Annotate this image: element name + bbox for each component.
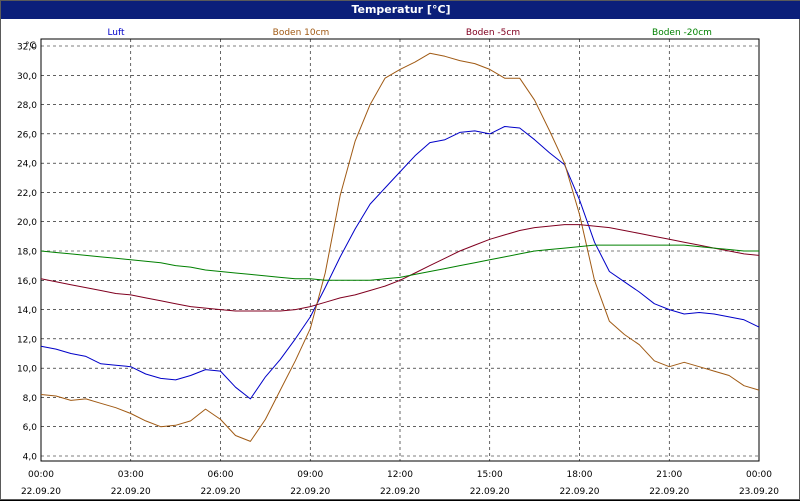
- x-tick-date: 22.09.20: [21, 487, 61, 497]
- x-tick-date: 22.09.20: [649, 487, 689, 497]
- series-line-4: [40, 244, 759, 281]
- x-tick-date: 22.09.20: [200, 487, 240, 497]
- x-tick-time: 00:00: [746, 470, 772, 480]
- plot-frame: [40, 38, 760, 462]
- legend: Luft Boden 10cm Boden -5cm Boden -20cm: [107, 28, 712, 38]
- series-line-1: [40, 126, 760, 400]
- y-tick-label: 10,0: [17, 365, 37, 375]
- x-tick-time: 09:00: [297, 470, 323, 480]
- x-tick-date: 22.09.20: [290, 487, 330, 497]
- series-line-2: [40, 52, 760, 442]
- x-tick-date: 23.09.20: [739, 487, 779, 497]
- series-line-3: [40, 224, 760, 312]
- temperature-chart: 32,0 30,0 28,0 26,0 24,0 22,0 20,0 18,0 16,0 14,0…: [17, 28, 779, 497]
- series-lines: [40, 52, 760, 442]
- window-title: Temperatur [°C]: [1, 1, 800, 19]
- y-tick-label: 18,0: [17, 248, 37, 258]
- x-tick-date: 22.09.20: [380, 487, 420, 497]
- x-tick-time: 12:00: [387, 470, 413, 480]
- legend-entry: Boden -5cm: [466, 28, 520, 38]
- y-tick-label: 20,0: [17, 218, 37, 228]
- x-tick-time: 00:00: [28, 470, 54, 480]
- grid: [40, 39, 760, 461]
- tick-labels: 32,0 30,0 28,0 26,0 24,0 22,0 20,0 18,0 16,0 14,0…: [17, 41, 779, 497]
- y-tick-label: 4,0: [23, 453, 38, 463]
- x-tick-time: 06:00: [208, 470, 234, 480]
- y-tick-label: 8,0: [23, 394, 38, 404]
- y-tick-label: 22,0: [17, 189, 37, 199]
- x-tick-date: 22.09.20: [470, 487, 510, 497]
- x-tick-time: 21:00: [656, 470, 682, 480]
- y-tick-label: 24,0: [17, 160, 37, 170]
- x-tick-time: 03:00: [118, 470, 144, 480]
- legend-entry: Luft: [107, 28, 125, 38]
- y-unit-label: °C: [25, 41, 36, 51]
- y-tick-label: 6,0: [23, 423, 38, 433]
- legend-entry: Boden 10cm: [273, 28, 330, 38]
- y-tick-label: 30,0: [17, 72, 37, 82]
- y-tick-label: 28,0: [17, 101, 37, 111]
- x-tick-date: 22.09.20: [111, 487, 151, 497]
- y-tick-label: 26,0: [17, 130, 37, 140]
- x-tick-date: 22.09.20: [559, 487, 599, 497]
- y-tick-label: 14,0: [17, 306, 37, 316]
- axes: [40, 38, 760, 462]
- y-tick-label: 12,0: [17, 335, 37, 345]
- y-tick-label: 16,0: [17, 277, 37, 287]
- legend-entry: Boden -20cm: [652, 28, 712, 38]
- x-tick-time: 18:00: [567, 470, 593, 480]
- x-tick-time: 15:00: [477, 470, 503, 480]
- y-tick-label: 32,0: [17, 43, 37, 53]
